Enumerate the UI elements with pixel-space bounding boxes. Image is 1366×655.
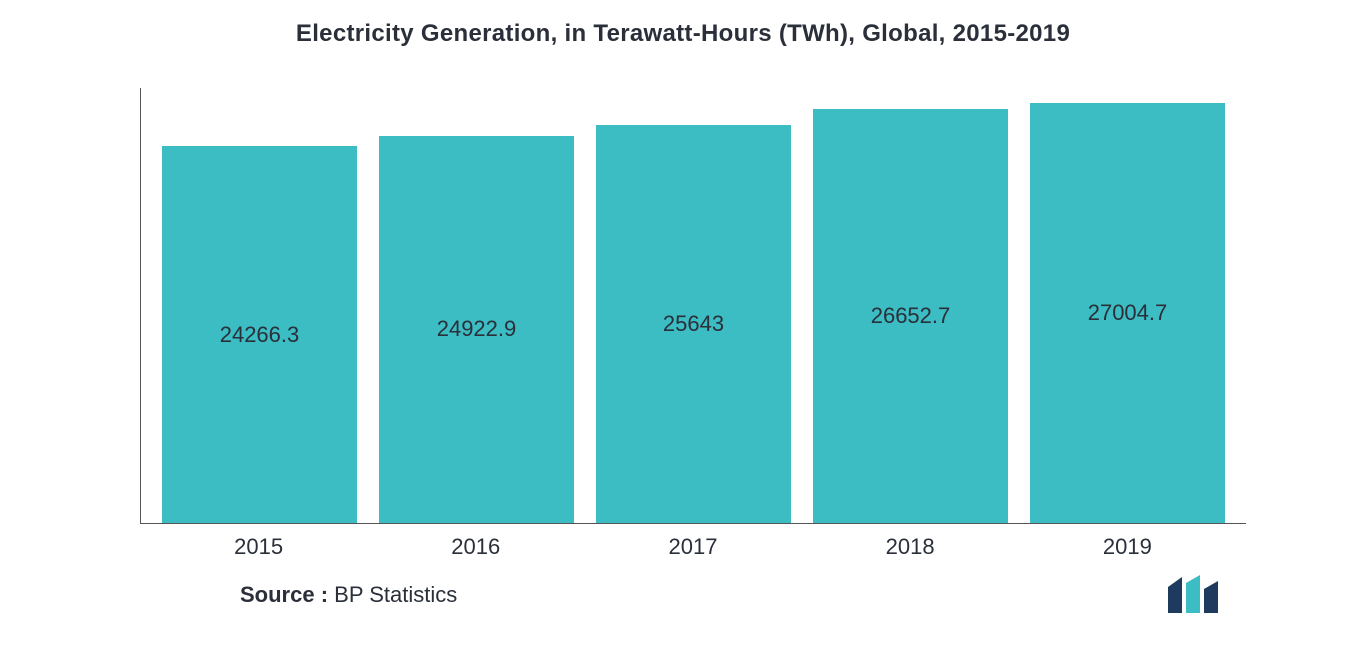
- bar-value: 24266.3: [220, 322, 300, 348]
- bar-group: 26652.7: [813, 88, 1008, 523]
- bar-group: 27004.7: [1030, 88, 1225, 523]
- chart-title: Electricity Generation, in Terawatt-Hour…: [60, 20, 1306, 48]
- bar-value: 26652.7: [871, 303, 951, 329]
- source-row: Source : BP Statistics: [240, 575, 1306, 615]
- brand-logo-icon: [1166, 575, 1226, 615]
- bar-group: 25643: [596, 88, 791, 523]
- bar-2016: 24922.9: [379, 136, 574, 523]
- bar-2018: 26652.7: [813, 109, 1008, 523]
- x-label: 2016: [378, 534, 573, 560]
- bar-2015: 24266.3: [162, 146, 357, 523]
- x-label: 2015: [161, 534, 356, 560]
- x-label: 2019: [1030, 534, 1225, 560]
- bar-2019: 27004.7: [1030, 103, 1225, 523]
- bar-value: 24922.9: [437, 316, 517, 342]
- chart-container: Electricity Generation, in Terawatt-Hour…: [0, 0, 1366, 655]
- source-label: Source :: [240, 582, 328, 607]
- bar-value: 25643: [663, 311, 724, 337]
- source-text: Source : BP Statistics: [240, 582, 457, 608]
- source-value: BP Statistics: [328, 582, 457, 607]
- bar-group: 24922.9: [379, 88, 574, 523]
- x-axis-labels: 2015 2016 2017 2018 2019: [140, 524, 1246, 560]
- bar-group: 24266.3: [162, 88, 357, 523]
- plot-area: 24266.3 24922.9 25643 26652.7 27004.7: [140, 88, 1246, 524]
- x-label: 2018: [812, 534, 1007, 560]
- bar-value: 27004.7: [1088, 300, 1168, 326]
- x-label: 2017: [595, 534, 790, 560]
- bar-2017: 25643: [596, 125, 791, 523]
